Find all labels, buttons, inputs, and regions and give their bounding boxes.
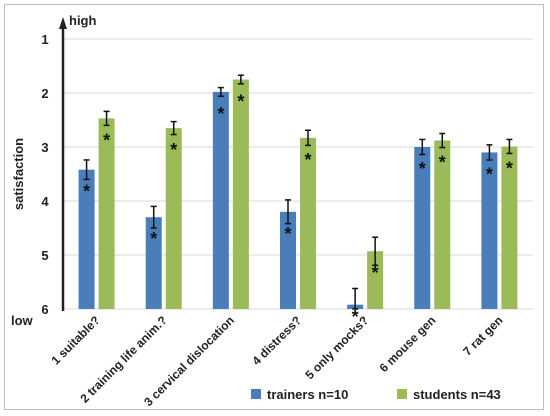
y-tick-label: 1 xyxy=(41,32,48,47)
scale-low-label: low xyxy=(11,313,34,328)
bar-chart: * * * * * * * * * * * * * * 1 2 3 4 5 6 1 suitable? 2 train… xyxy=(11,13,533,409)
significance-marker: * xyxy=(150,229,157,249)
significance-marker: * xyxy=(284,224,291,244)
y-tick-label: 3 xyxy=(41,140,48,155)
significance-marker: * xyxy=(83,182,90,202)
significance-marker: * xyxy=(103,130,110,150)
bar xyxy=(232,79,249,309)
significance-marker: * xyxy=(217,104,224,124)
bar xyxy=(165,128,182,309)
bar xyxy=(78,169,95,309)
significance-marker: * xyxy=(486,164,493,184)
y-axis-arrowhead xyxy=(59,17,67,29)
significance-marker: * xyxy=(372,263,379,283)
legend-swatch xyxy=(251,389,261,399)
y-axis-title: satisfaction xyxy=(11,138,26,210)
bar xyxy=(280,211,296,309)
x-category-label: 7 rat gen xyxy=(460,313,505,358)
y-tick-label: 4 xyxy=(41,194,49,209)
significance-marker: * xyxy=(170,140,177,160)
scale-high-label: high xyxy=(69,13,96,28)
x-category-label: 1 suitable? xyxy=(48,313,102,367)
bar xyxy=(434,140,451,309)
x-category-label: 5 only mocks? xyxy=(302,313,371,382)
legend-swatch xyxy=(397,389,407,399)
legend-label: trainers n=10 xyxy=(267,387,348,402)
bars xyxy=(78,74,518,310)
bar xyxy=(212,91,229,309)
significance-markers: * * * * * * * * * * * * * * xyxy=(83,92,513,328)
bar xyxy=(414,147,431,309)
significance-marker: * xyxy=(237,92,244,112)
bar xyxy=(481,152,498,309)
y-tick-labels: 1 2 3 4 5 6 xyxy=(41,32,49,317)
chart-frame: * * * * * * * * * * * * * * 1 2 3 4 5 6 1 suitable? 2 train… xyxy=(4,4,544,410)
significance-marker: * xyxy=(304,150,311,170)
x-category-label: 6 mouse gen xyxy=(377,313,439,375)
x-category-label: 4 distress? xyxy=(249,313,304,368)
significance-marker: * xyxy=(419,159,426,179)
y-tick-label: 6 xyxy=(41,302,48,317)
y-tick-label: 2 xyxy=(41,86,48,101)
y-tick-label: 5 xyxy=(41,248,48,263)
significance-marker: * xyxy=(506,158,513,178)
bar xyxy=(98,118,115,309)
significance-marker: * xyxy=(439,153,446,173)
significance-marker: * xyxy=(352,307,359,327)
bar xyxy=(367,251,384,309)
bar xyxy=(145,217,162,309)
bar xyxy=(300,137,316,309)
gridlines xyxy=(63,38,533,310)
legend: trainers n=10 students n=43 xyxy=(251,387,501,402)
legend-label: students n=43 xyxy=(413,387,501,402)
bar xyxy=(501,146,518,309)
